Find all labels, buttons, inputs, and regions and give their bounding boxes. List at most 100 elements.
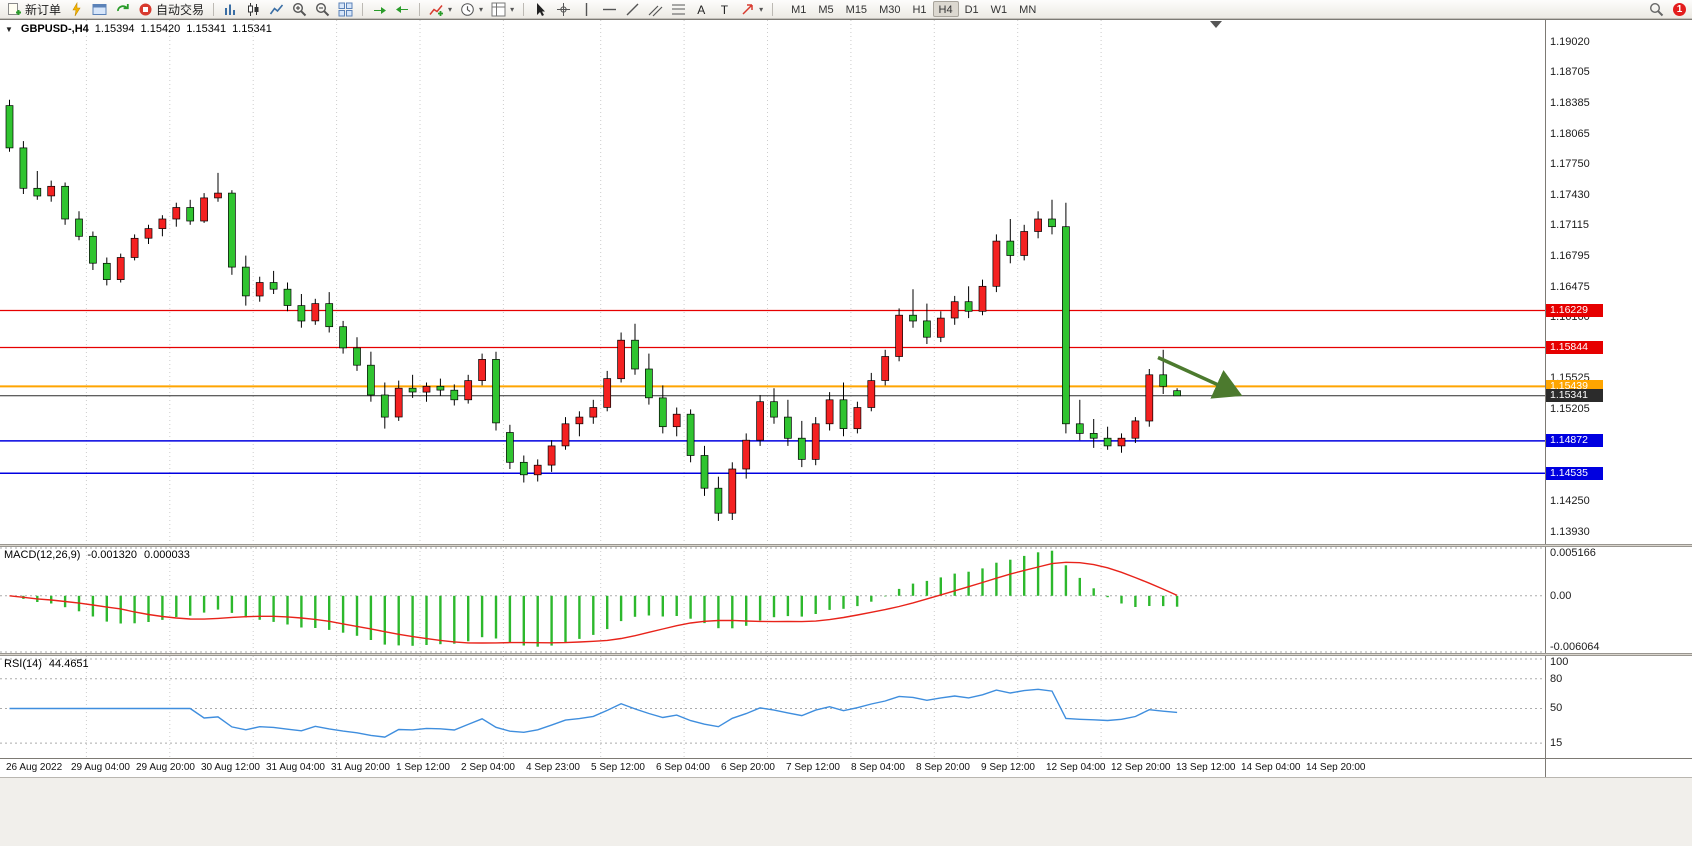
search-button[interactable] xyxy=(1646,1,1667,18)
rsi-axis-label: 50 xyxy=(1550,702,1563,715)
auto-scroll-icon xyxy=(372,2,387,17)
chart-shift-button[interactable] xyxy=(392,1,413,18)
shift-marker-icon[interactable] xyxy=(1210,21,1222,28)
refresh-button[interactable] xyxy=(112,1,133,18)
zoom-in-button[interactable] xyxy=(289,1,310,18)
time-axis-label: 31 Aug 04:00 xyxy=(266,762,325,773)
time-axis-label: 6 Sep 20:00 xyxy=(721,762,775,773)
rsi-pane[interactable]: RSI(14) 44.4651 xyxy=(0,656,1545,758)
indicators-button[interactable]: ▾ xyxy=(426,1,455,18)
price-axis-label: 1.17115 xyxy=(1550,219,1589,232)
macd-axis[interactable]: 0.005166 0.00 -0.006064 xyxy=(1546,547,1692,653)
time-axis-label: 29 Aug 20:00 xyxy=(136,762,195,773)
macd-axis-label: 0.00 xyxy=(1550,589,1572,602)
timeframe-button-M5[interactable]: M5 xyxy=(818,4,834,16)
price-axis-label: 1.16475 xyxy=(1550,280,1590,293)
price-axis-label: 1.15205 xyxy=(1550,402,1590,415)
price-axis-label: 1.18385 xyxy=(1550,97,1590,110)
templates-button[interactable]: ▾ xyxy=(488,1,517,18)
one-click-trading-collapse-icon[interactable]: ▼ xyxy=(5,24,13,34)
timeframe-button-W1[interactable]: W1 xyxy=(990,4,1008,16)
price-badge-1.16229: 1.16229 xyxy=(1546,303,1603,317)
macd-histogram xyxy=(22,550,1179,647)
tile-windows-button[interactable] xyxy=(335,1,356,18)
price-axis-border xyxy=(1545,20,1546,777)
price-axis-label: 1.14250 xyxy=(1550,494,1590,507)
rsi-axis-label: 100 xyxy=(1550,656,1569,668)
fibonacci-tool-button[interactable] xyxy=(668,1,689,18)
rsi-axis-label: 80 xyxy=(1550,672,1563,685)
vertical-line-icon xyxy=(579,2,594,17)
new-order-icon xyxy=(7,2,22,17)
time-axis-label: 12 Sep 20:00 xyxy=(1111,762,1171,773)
trendline-tool-button[interactable] xyxy=(622,1,643,18)
timeframe-button-M15[interactable]: M15 xyxy=(845,4,868,16)
auto-scroll-button[interactable] xyxy=(369,1,390,18)
bar-chart-icon xyxy=(223,2,238,17)
timeframe-button-H4[interactable]: H4 xyxy=(932,1,959,17)
pane-separator[interactable] xyxy=(0,653,1692,656)
toolbar-separator xyxy=(772,2,774,16)
new-order-button[interactable]: 新订单 xyxy=(4,1,64,18)
profiles-button[interactable] xyxy=(89,1,110,18)
time-axis[interactable]: 26 Aug 2022 29 Aug 04:00 29 Aug 20:00 30 Au… xyxy=(0,759,1692,777)
macd-axis-label: 0.005166 xyxy=(1550,547,1596,559)
rsi-axis-label: 15 xyxy=(1550,737,1563,750)
horizontal-line-tool-button[interactable] xyxy=(599,1,620,18)
crosshair-icon xyxy=(556,2,571,17)
period-separators xyxy=(85,656,1102,758)
cursor-tool-button[interactable] xyxy=(530,1,551,18)
pane-separator[interactable] xyxy=(0,544,1692,547)
line-chart-type-button[interactable] xyxy=(266,1,287,18)
expert-advisor-button[interactable] xyxy=(66,1,87,18)
autotrading-button[interactable]: 自动交易 xyxy=(135,1,207,18)
macd-pane[interactable]: MACD(12,26,9) -0.001320 0.000033 xyxy=(0,547,1545,653)
arrows-tool-button[interactable]: ▾ xyxy=(737,1,766,18)
low-value: 1.15341 xyxy=(186,23,227,35)
svg-text:A: A xyxy=(697,3,705,17)
dropdown-caret-icon: ▾ xyxy=(510,4,515,14)
channel-tool-button[interactable] xyxy=(645,1,666,18)
main-price-pane[interactable]: ▼ GBPUSD-,H4 1.15394 1.15420 1.15341 1.1… xyxy=(0,20,1545,544)
time-axis-label: 30 Aug 12:00 xyxy=(201,762,260,773)
time-axis-label: 2 Sep 04:00 xyxy=(461,762,515,773)
rsi-line xyxy=(9,688,1178,738)
price-axis[interactable]: 1.19020 1.18705 1.18385 1.18065 1.17750 1.174… xyxy=(1546,20,1692,544)
horizontal-line-icon xyxy=(602,2,617,17)
crosshair-tool-button[interactable] xyxy=(553,1,574,18)
notification-badge[interactable]: 1 xyxy=(1673,2,1686,16)
time-axis-label: 9 Sep 12:00 xyxy=(981,762,1035,773)
search-icon xyxy=(1649,2,1664,17)
candlestick-type-button[interactable] xyxy=(243,1,264,18)
rsi-indicator-chart[interactable] xyxy=(0,656,1545,758)
text-label-tool-button[interactable]: T xyxy=(714,1,735,18)
price-axis-label: 1.13930 xyxy=(1550,525,1590,538)
macd-signal-line xyxy=(9,561,1178,644)
timeframe-button-D1[interactable]: D1 xyxy=(964,4,979,16)
zoom-out-button[interactable] xyxy=(312,1,333,18)
text-tool-button[interactable]: A xyxy=(691,1,712,18)
time-axis-label: 12 Sep 04:00 xyxy=(1046,762,1106,773)
rsi-value: 44.4651 xyxy=(48,658,89,670)
timeframe-button-M30[interactable]: M30 xyxy=(879,4,901,16)
rsi-axis[interactable]: 100 80 50 15 xyxy=(1546,656,1692,758)
price-badge-1.15844: 1.15844 xyxy=(1546,340,1603,354)
candles xyxy=(5,99,1181,521)
timeframe-button-MN[interactable]: MN xyxy=(1019,4,1037,16)
bar-chart-type-button[interactable] xyxy=(220,1,241,18)
periods-button[interactable]: ▾ xyxy=(457,1,486,18)
candlestick-icon xyxy=(246,2,261,17)
timeframe-button-H1[interactable]: H1 xyxy=(912,4,927,16)
timeframe-button-group: M1 M5 M15 M30 H1 H4 D1 W1 MN xyxy=(785,1,1042,17)
timeframe-button-M1[interactable]: M1 xyxy=(791,4,807,16)
candlestick-chart[interactable] xyxy=(0,20,1545,544)
vertical-line-tool-button[interactable] xyxy=(576,1,597,18)
time-axis-label: 7 Sep 12:00 xyxy=(786,762,840,773)
trend-arrow-annotation[interactable] xyxy=(1157,355,1243,399)
time-axis-border xyxy=(0,758,1692,759)
profiles-icon xyxy=(92,2,107,17)
time-axis-label: 6 Sep 04:00 xyxy=(656,762,710,773)
price-axis-label: 1.16795 xyxy=(1550,250,1590,263)
template-icon xyxy=(491,2,506,17)
macd-indicator-chart[interactable] xyxy=(0,547,1545,653)
